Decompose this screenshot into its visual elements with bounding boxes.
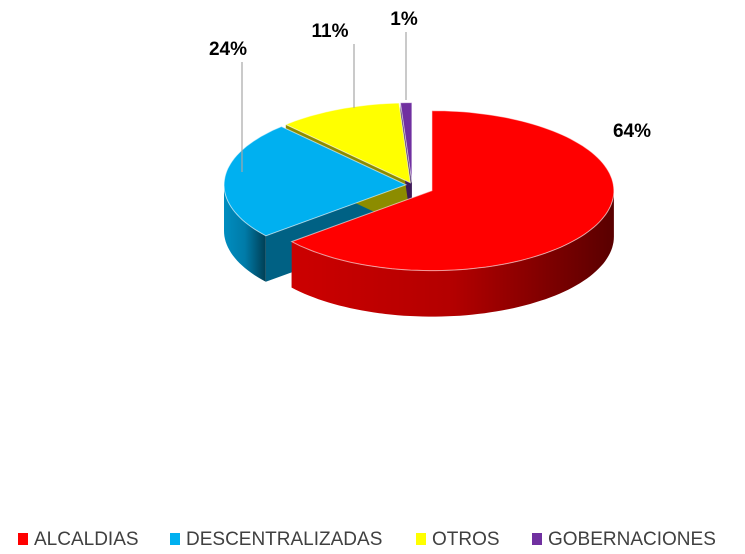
legend-swatch bbox=[18, 533, 28, 545]
legend-swatch bbox=[416, 533, 426, 545]
slice bbox=[284, 102, 412, 184]
data-label: 11% bbox=[312, 21, 349, 42]
legend-label: DESCENTRALIZADAS bbox=[186, 529, 382, 550]
data-label: 1% bbox=[390, 9, 418, 30]
data-label: 64% bbox=[613, 121, 651, 142]
slice-side bbox=[224, 184, 266, 282]
data-label: 24% bbox=[209, 39, 247, 60]
slice bbox=[223, 125, 408, 237]
legend-swatch bbox=[170, 533, 180, 545]
legend-label: GOBERNACIONES bbox=[548, 529, 716, 550]
slice bbox=[290, 110, 615, 272]
legend-swatch bbox=[532, 533, 542, 545]
legend-label: OTROS bbox=[432, 529, 500, 550]
legend-label: ALCALDIAS bbox=[34, 529, 139, 550]
slice-side bbox=[291, 190, 614, 317]
slice bbox=[399, 102, 413, 183]
